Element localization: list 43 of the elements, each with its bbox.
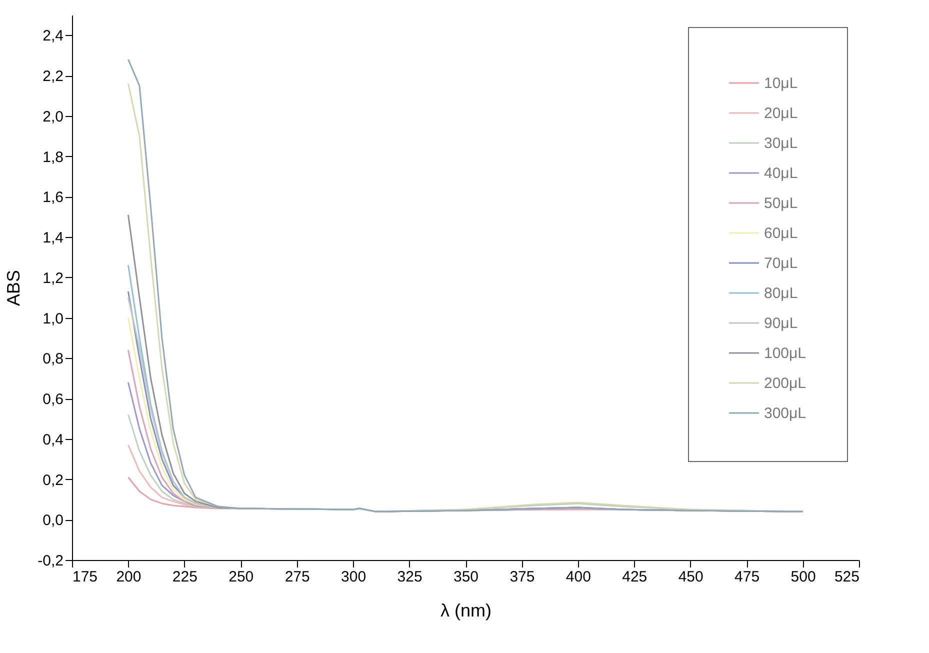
legend-label: 200μL <box>764 375 806 392</box>
y-tick-label: 1,2 <box>42 270 64 287</box>
y-tick-label: 0,2 <box>42 472 64 489</box>
x-tick-label: 450 <box>678 568 704 586</box>
legend-label: 60μL <box>764 225 798 242</box>
y-tick-label: 1,6 <box>42 189 64 206</box>
x-tick-label: 350 <box>453 568 479 586</box>
y-tick-label: 1,8 <box>42 148 64 166</box>
x-tick-label: 250 <box>228 568 254 586</box>
y-tick-label: 2,4 <box>42 28 64 45</box>
y-tick-label: 0,6 <box>42 391 64 408</box>
x-tick-label: 500 <box>790 568 816 586</box>
legend-label: 80μL <box>764 285 798 302</box>
x-tick-label: 275 <box>284 568 310 586</box>
y-tick-label: 1,0 <box>42 310 64 328</box>
legend-label: 20μL <box>764 105 798 122</box>
legend-label: 100μL <box>764 345 806 362</box>
x-tick-label: 425 <box>622 568 648 586</box>
y-tick-label: 2,2 <box>42 68 64 86</box>
x-tick-label: 175 <box>72 568 98 586</box>
legend-label: 30μL <box>764 135 798 152</box>
x-tick-label: 375 <box>510 568 535 586</box>
x-tick-label: 525 <box>834 568 860 586</box>
x-tick-label: 225 <box>172 568 198 586</box>
legend-label: 40μL <box>764 165 798 182</box>
legend-label: 300μL <box>764 405 806 422</box>
y-tick-label: 1,4 <box>42 230 64 247</box>
legend-label: 90μL <box>764 315 798 332</box>
y-tick-label: 0,8 <box>42 350 64 368</box>
y-tick-label: 2,0 <box>42 108 64 126</box>
y-axis-title: ABS <box>4 270 24 306</box>
y-tick-label: 0,0 <box>42 512 64 530</box>
legend-label: 50μL <box>764 195 798 212</box>
x-tick-label: 300 <box>341 568 366 586</box>
x-tick-label: 200 <box>116 568 142 586</box>
x-tick-label: 475 <box>734 568 760 586</box>
y-tick-label: 0,4 <box>42 431 64 448</box>
legend-label: 10μL <box>764 75 798 92</box>
legend-label: 70μL <box>764 255 798 272</box>
x-tick-label: 325 <box>397 568 422 586</box>
x-tick-label: 400 <box>566 568 591 586</box>
x-axis-title: λ (nm) <box>440 600 492 620</box>
y-tick-label: -0,2 <box>38 552 64 570</box>
